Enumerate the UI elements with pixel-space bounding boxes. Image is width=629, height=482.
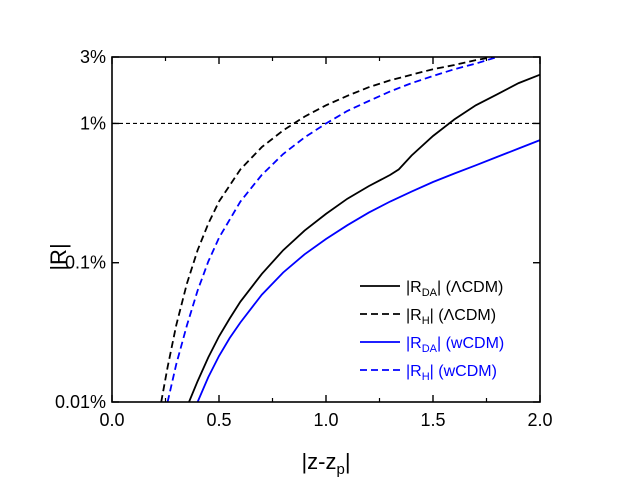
x-axis-title-main: |z-z xyxy=(301,449,336,474)
x-axis-title: |z-zp| xyxy=(301,449,350,478)
series-line-2 xyxy=(160,57,494,402)
legend-label-4: |RH| (wCDM) xyxy=(406,363,497,383)
x-tick-label: 2.0 xyxy=(527,410,552,430)
legend-label-2: |RH| (ΛCDM) xyxy=(406,307,496,327)
series-line-3 xyxy=(196,139,540,402)
y-tick-label: 1% xyxy=(80,113,106,133)
x-axis-title-subscript: p xyxy=(336,461,344,478)
y-axis-title: |R| xyxy=(46,243,71,270)
y-tick-label: 0.01% xyxy=(55,392,106,412)
legend: |RDA| (ΛCDM) |RH| (ΛCDM) |RDA| (wCDM) |RH| … xyxy=(360,279,504,383)
x-axis-title-end: | xyxy=(345,449,351,474)
series-line-1 xyxy=(188,73,540,402)
legend-label-1: |RDA| (ΛCDM) xyxy=(406,279,503,299)
x-tick-label: 0.5 xyxy=(206,410,231,430)
series-line-4 xyxy=(166,57,498,402)
x-tick-label: 1.0 xyxy=(313,410,338,430)
y-tick-label: 3% xyxy=(80,47,106,67)
y-tick-label: 0.1% xyxy=(65,253,106,273)
series-layer xyxy=(160,57,540,402)
x-tick-label: 1.5 xyxy=(420,410,445,430)
legend-label-3: |RDA| (wCDM) xyxy=(406,335,504,355)
tick-layer: 0.0 0.5 1.0 1.5 2.0 0.01% 0.1% 1% 3% xyxy=(55,47,553,430)
x-tick-label: 0.0 xyxy=(99,410,124,430)
